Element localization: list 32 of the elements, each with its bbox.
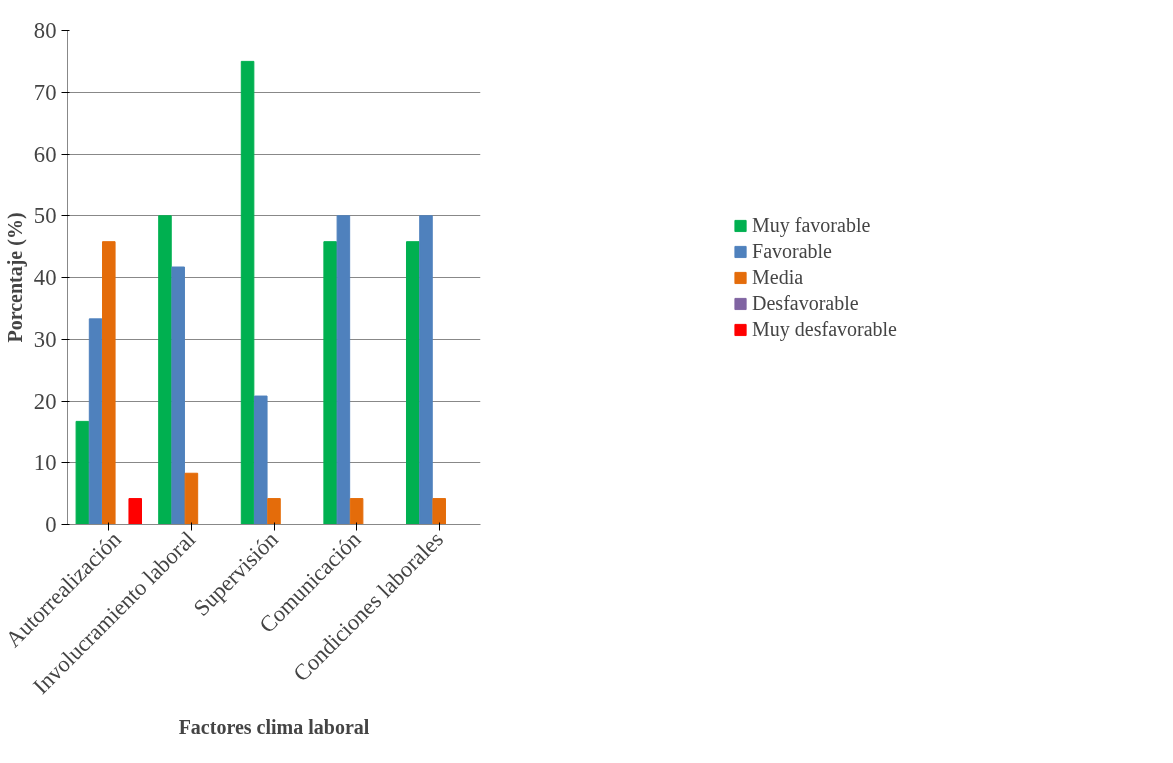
bar <box>254 395 268 525</box>
y-tick-label: 30 <box>33 326 57 352</box>
bar <box>432 498 446 525</box>
y-tick-label: 20 <box>33 388 57 414</box>
y-tick-label: 80 <box>33 18 57 43</box>
legend-label: Favorable <box>752 239 833 263</box>
legend-label: Muy favorable <box>752 213 871 237</box>
bar <box>419 215 433 525</box>
bar <box>171 266 185 525</box>
y-tick-label: 70 <box>33 79 57 105</box>
bar <box>240 60 255 525</box>
legend-label: Desfavorable <box>752 291 859 315</box>
y-tick-label: 0 <box>45 512 57 537</box>
bar <box>75 420 90 525</box>
y-tick-label: 10 <box>33 450 57 476</box>
bar <box>128 498 143 525</box>
y-axis-title: Porcentaje (%) <box>3 212 27 343</box>
y-tick-label: 60 <box>33 141 57 167</box>
legend-label: Media <box>752 265 804 289</box>
bar <box>158 215 172 525</box>
x-axis-title: Factores clima laboral <box>178 715 370 738</box>
bar <box>405 241 420 525</box>
bar <box>323 241 337 525</box>
bar <box>349 498 364 525</box>
legend-label: Muy desfavorable <box>752 317 897 341</box>
bar <box>267 498 281 525</box>
bar <box>102 241 116 525</box>
y-tick-label: 50 <box>33 203 57 229</box>
bar <box>336 215 351 525</box>
bar <box>184 472 199 525</box>
y-tick-label: 40 <box>33 265 57 290</box>
bar <box>88 318 103 525</box>
